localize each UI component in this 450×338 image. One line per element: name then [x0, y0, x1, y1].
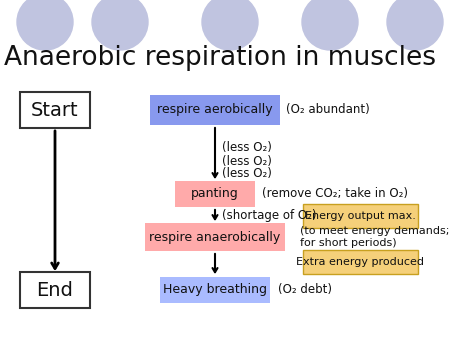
Circle shape: [92, 0, 148, 50]
Text: (less O₂): (less O₂): [222, 154, 272, 168]
Text: panting: panting: [191, 188, 239, 200]
FancyBboxPatch shape: [302, 204, 418, 228]
Text: (shortage of O₂): (shortage of O₂): [222, 210, 316, 222]
Text: respire anaerobically: respire anaerobically: [149, 231, 281, 243]
Text: Energy output max.: Energy output max.: [305, 211, 415, 221]
Text: (remove CO₂; take in O₂): (remove CO₂; take in O₂): [262, 188, 408, 200]
FancyBboxPatch shape: [150, 95, 280, 125]
FancyBboxPatch shape: [302, 250, 418, 274]
Circle shape: [17, 0, 73, 50]
FancyBboxPatch shape: [20, 272, 90, 308]
Text: Extra energy produced: Extra energy produced: [296, 257, 424, 267]
Text: (less O₂): (less O₂): [222, 142, 272, 154]
Text: Start: Start: [31, 100, 79, 120]
FancyBboxPatch shape: [175, 181, 255, 207]
Circle shape: [387, 0, 443, 50]
Text: respire aerobically: respire aerobically: [157, 103, 273, 117]
FancyBboxPatch shape: [160, 277, 270, 303]
Text: Heavy breathing: Heavy breathing: [163, 284, 267, 296]
Text: End: End: [36, 281, 73, 299]
Text: (to meet energy demands;
for short periods): (to meet energy demands; for short perio…: [300, 226, 450, 248]
Circle shape: [202, 0, 258, 50]
Circle shape: [302, 0, 358, 50]
Text: (less O₂): (less O₂): [222, 168, 272, 180]
Text: (O₂ debt): (O₂ debt): [278, 284, 332, 296]
FancyBboxPatch shape: [20, 92, 90, 128]
Text: Anaerobic respiration in muscles: Anaerobic respiration in muscles: [4, 45, 436, 71]
FancyBboxPatch shape: [145, 223, 285, 251]
Text: (O₂ abundant): (O₂ abundant): [286, 103, 370, 117]
